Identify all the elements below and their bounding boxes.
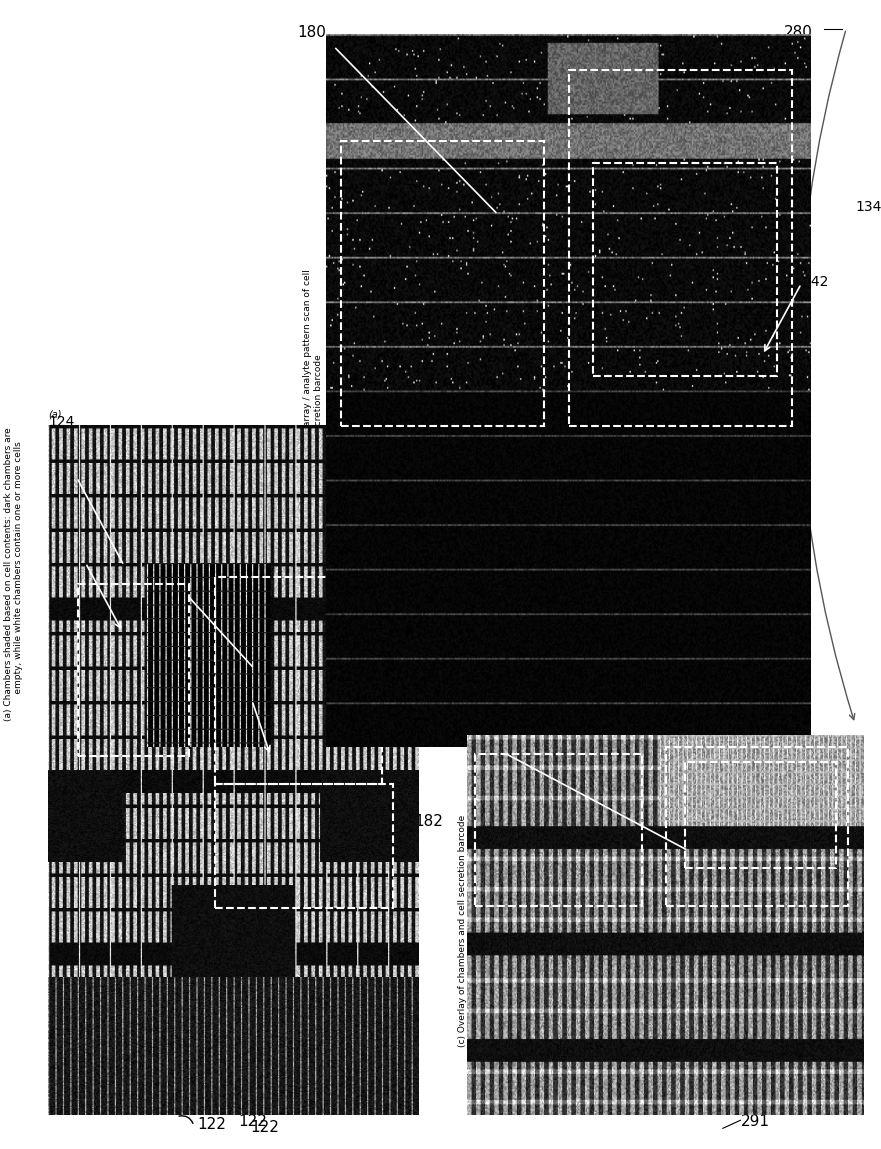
Bar [685,762,835,869]
FancyBboxPatch shape [326,804,405,830]
Text: 134: 134 [855,200,881,214]
Text: 180: 180 [297,25,326,40]
Bar [215,577,381,784]
Bar [592,163,777,377]
Text: (c) Overlay of chambers and cell secretion barcode: (c) Overlay of chambers and cell secreti… [458,815,467,1047]
FancyArrowPatch shape [633,345,653,469]
Text: 282: 282 [722,418,749,432]
Bar [215,784,393,908]
Text: 182: 182 [414,813,443,830]
Text: 122: 122 [250,1120,278,1135]
Bar [475,755,641,905]
Text: 122: 122 [238,1113,267,1128]
Text: (a) Chambers shaded based on cell contents: dark chambers are
     empty, while : (a) Chambers shaded based on cell conten… [4,427,23,722]
FancyBboxPatch shape [643,342,722,368]
Bar [78,584,189,756]
Bar [665,747,848,905]
Text: 106: 106 [471,728,498,742]
Text: 280: 280 [783,25,812,40]
Text: FIGURE 1C: FIGURE 1C [253,1072,417,1100]
Text: 124: 124 [48,415,75,429]
Bar [568,70,791,426]
Text: 122: 122 [197,1117,226,1132]
Text: 291: 291 [740,1113,769,1128]
FancyArrowPatch shape [316,755,336,827]
Text: 142: 142 [802,275,828,288]
Text: (b) Corresponding microarray / analyte pattern scan of cell
     secretion barco: (b) Corresponding microarray / analyte p… [303,269,322,535]
Text: (a): (a) [48,409,62,419]
Text: 136: 136 [665,325,694,341]
Text: 124: 124 [330,34,356,47]
Bar [340,141,544,426]
Text: 124: 124 [48,1103,75,1117]
